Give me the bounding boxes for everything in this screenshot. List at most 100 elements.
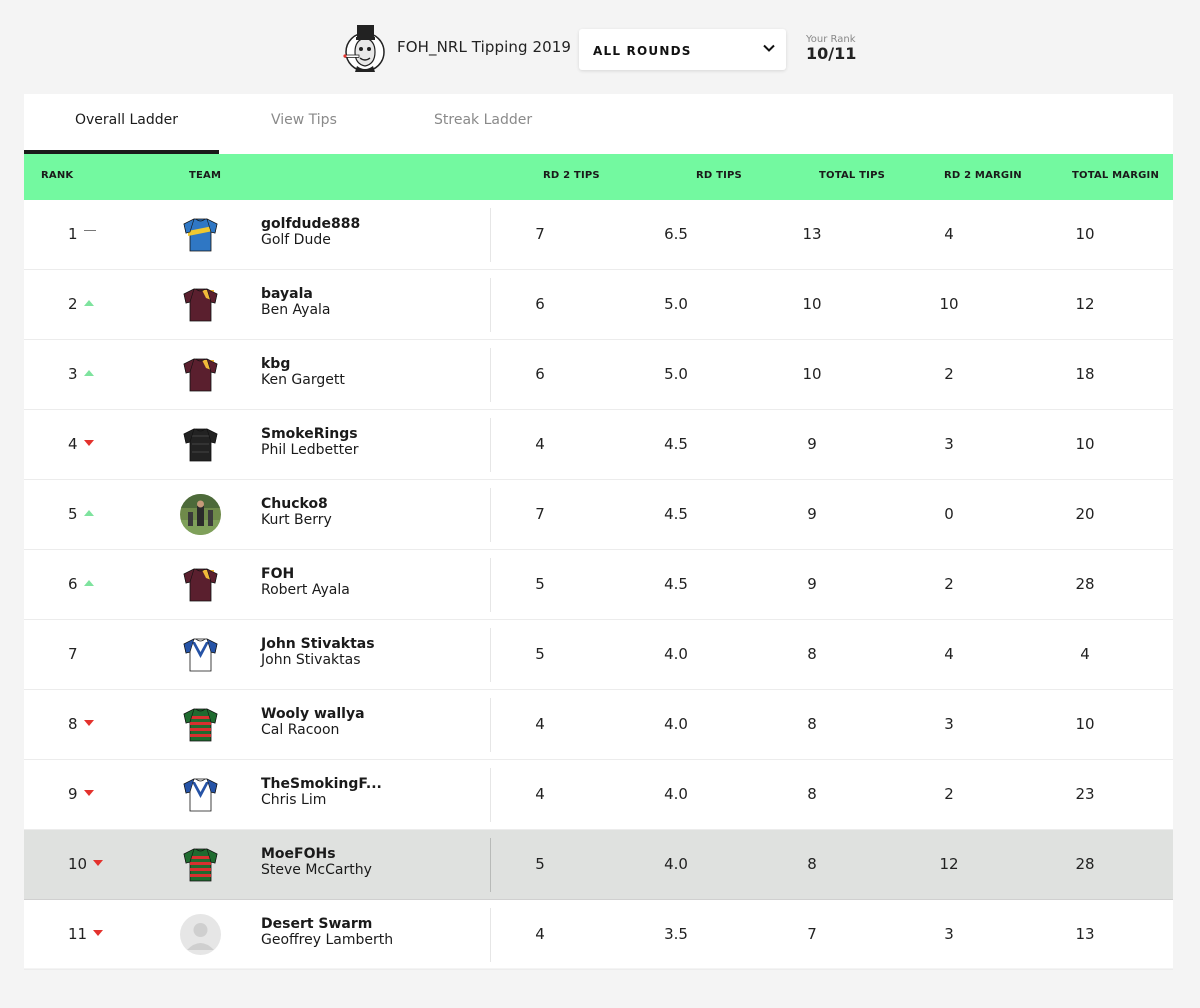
username[interactable]: Desert Swarm — [261, 916, 373, 932]
rank-number: 7 — [68, 645, 78, 663]
column-divider — [490, 628, 491, 682]
trend-up-icon — [83, 579, 94, 586]
player-names: John Stivaktas John Stivaktas — [261, 636, 375, 668]
column-header-team: TEAM — [189, 170, 222, 181]
column-divider — [490, 768, 491, 822]
full-name: Geoffrey Lamberth — [261, 932, 394, 948]
username[interactable]: MoeFOHs — [261, 846, 336, 862]
username[interactable]: SmokeRings — [261, 426, 358, 442]
full-name: John Stivaktas — [261, 652, 361, 668]
full-name: Chris Lim — [261, 792, 327, 808]
cell-total-tips: 8 — [807, 715, 817, 733]
username[interactable]: kbg — [261, 356, 291, 372]
username[interactable]: Chucko8 — [261, 496, 328, 512]
cell-rd2-tips: 4 — [535, 715, 545, 733]
team-avatar — [180, 704, 221, 745]
rank-number: 3 — [68, 365, 78, 383]
trend-down-icon — [93, 929, 104, 936]
cell-total-tips: 9 — [807, 435, 817, 453]
cell-rd2-tips: 5 — [535, 855, 545, 873]
table-row[interactable]: 10 MoeFOHs Steve McCarthy 5 4.0 8 12 28 — [24, 830, 1173, 900]
ladder-tabs: Overall Ladder View Tips Streak Ladder — [24, 94, 1173, 154]
cell-rd2-tips: 7 — [535, 505, 545, 523]
cell-total-margin: 28 — [1075, 575, 1095, 593]
username[interactable]: FOH — [261, 566, 295, 582]
team-avatar — [180, 774, 221, 815]
cell-total-margin: 18 — [1075, 365, 1095, 383]
cell-total-tips: 10 — [802, 365, 822, 383]
cell-total-tips: 13 — [802, 225, 822, 243]
cell-rd-tips: 5.0 — [664, 365, 688, 383]
cell-rd2-tips: 7 — [535, 225, 545, 243]
player-names: Wooly wallya Cal Racoon — [261, 706, 365, 738]
cell-total-tips: 9 — [807, 505, 817, 523]
cell-total-margin: 28 — [1075, 855, 1095, 873]
username[interactable]: golfdude888 — [261, 216, 361, 232]
username[interactable]: TheSmokingF... — [261, 776, 382, 792]
round-select-dropdown[interactable]: ALL ROUNDS — [579, 29, 786, 70]
table-row[interactable]: 8 Wooly wallya Cal Racoon 4 4.0 8 3 10 — [24, 690, 1173, 760]
tab-streak-ladder[interactable]: Streak Ladder — [389, 94, 559, 154]
rank-cell: 4 — [68, 435, 94, 453]
table-row[interactable]: 7 John Stivaktas John Stivaktas 5 4.0 8 4 4 — [24, 620, 1173, 690]
cell-rd-tips: 4.5 — [664, 505, 688, 523]
column-header-rd2-tips: RD 2 TIPS — [543, 170, 600, 181]
rank-cell: 9 — [68, 785, 94, 803]
trend-down-icon — [93, 859, 104, 866]
column-divider — [490, 698, 491, 752]
column-header-rank: RANK — [41, 170, 74, 181]
your-rank-label: Your Rank — [806, 34, 856, 45]
column-header-rd-tips: RD TIPS — [696, 170, 742, 181]
tab-view-tips[interactable]: View Tips — [219, 94, 389, 154]
team-avatar — [180, 284, 221, 325]
table-row[interactable]: 2 bayala Ben Ayala 6 5.0 10 10 12 — [24, 270, 1173, 340]
table-row[interactable]: 4 SmokeRings Phil Ledbetter 4 4.5 9 3 10 — [24, 410, 1173, 480]
cell-rd2-margin: 0 — [944, 505, 954, 523]
cell-total-margin: 4 — [1080, 645, 1090, 663]
table-row[interactable]: 6 FOH Robert Ayala 5 4.5 9 2 28 — [24, 550, 1173, 620]
username[interactable]: bayala — [261, 286, 313, 302]
team-avatar — [180, 844, 221, 885]
username[interactable]: John Stivaktas — [261, 636, 375, 652]
cell-rd-tips: 4.5 — [664, 435, 688, 453]
round-select-value: ALL ROUNDS — [593, 44, 692, 58]
cell-rd-tips: 4.0 — [664, 855, 688, 873]
player-names: SmokeRings Phil Ledbetter — [261, 426, 358, 458]
table-row[interactable]: 9 TheSmokingF... Chris Lim 4 4.0 8 2 23 — [24, 760, 1173, 830]
team-avatar — [180, 634, 221, 675]
table-row[interactable]: 3 kbg Ken Gargett 6 5.0 10 2 18 — [24, 340, 1173, 410]
full-name: Ben Ayala — [261, 302, 331, 318]
chevron-down-icon — [763, 44, 775, 52]
cell-rd-tips: 4.0 — [664, 785, 688, 803]
full-name: Cal Racoon — [261, 722, 340, 738]
team-avatar — [180, 354, 221, 395]
team-avatar — [180, 564, 221, 605]
column-divider — [490, 348, 491, 402]
cell-rd-tips: 4.0 — [664, 715, 688, 733]
trend-same-icon — [83, 230, 96, 231]
column-divider — [490, 208, 491, 262]
rank-cell: 6 — [68, 575, 94, 593]
cell-total-margin: 23 — [1075, 785, 1095, 803]
rank-cell: 8 — [68, 715, 94, 733]
cell-rd2-margin: 12 — [939, 855, 959, 873]
cell-total-margin: 13 — [1075, 925, 1095, 943]
table-row[interactable]: 1 golfdude888 Golf Dude 7 6.5 13 4 10 — [24, 200, 1173, 270]
table-row[interactable]: 11 Desert Swarm Geoffrey Lamberth 4 3.5 7 3… — [24, 900, 1173, 970]
cell-total-margin: 10 — [1075, 435, 1095, 453]
column-divider — [490, 418, 491, 472]
username[interactable]: Wooly wallya — [261, 706, 365, 722]
player-names: Desert Swarm Geoffrey Lamberth — [261, 916, 393, 948]
cell-rd2-tips: 4 — [535, 435, 545, 453]
table-row[interactable]: 5 Chucko8 Kurt Berry 7 4.5 9 0 20 — [24, 480, 1173, 550]
player-names: MoeFOHs Steve McCarthy — [261, 846, 372, 878]
cell-rd2-tips: 6 — [535, 295, 545, 313]
trend-up-icon — [83, 509, 94, 516]
cell-rd2-margin: 2 — [944, 575, 954, 593]
player-names: bayala Ben Ayala — [261, 286, 331, 318]
cell-rd2-margin: 4 — [944, 225, 954, 243]
column-header-rd2-margin: RD 2 MARGIN — [944, 170, 1022, 181]
tab-overall-ladder[interactable]: Overall Ladder — [24, 94, 219, 154]
tab-label: Overall Ladder — [75, 112, 179, 128]
cell-rd2-margin: 3 — [944, 925, 954, 943]
